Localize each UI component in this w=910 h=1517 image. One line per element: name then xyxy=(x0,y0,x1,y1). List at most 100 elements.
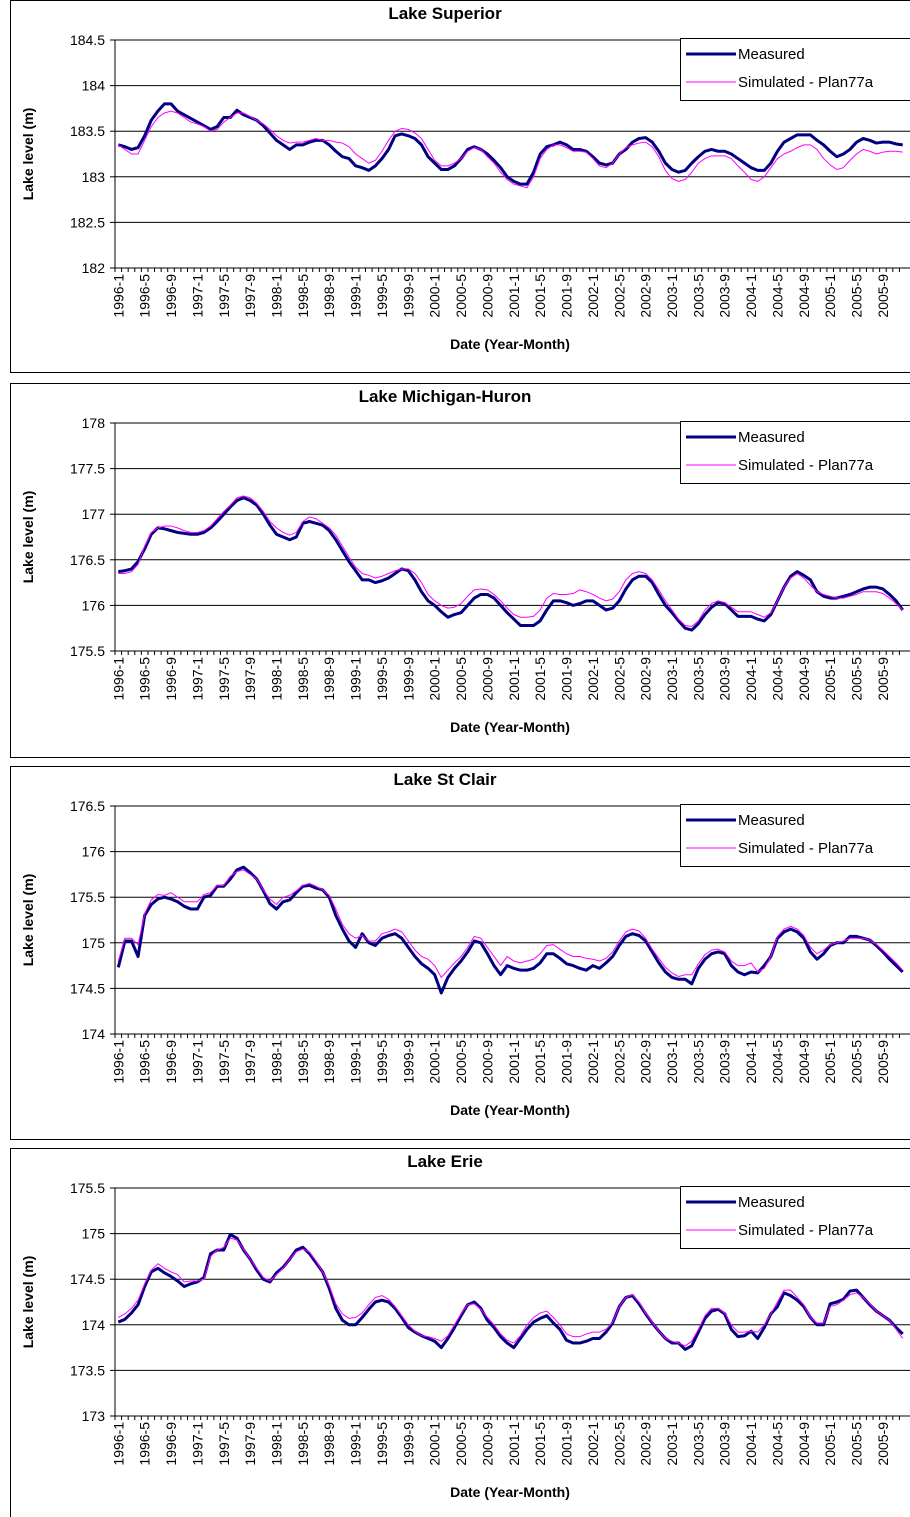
y-tick-label: 175 xyxy=(82,1226,106,1242)
y-axis-label: Lake level (m) xyxy=(20,491,36,584)
y-tick-label: 173.5 xyxy=(70,1362,105,1378)
y-tick-label: 175.5 xyxy=(70,643,105,659)
y-tick-label: 176 xyxy=(82,597,106,613)
x-tick-label: 2005-5 xyxy=(849,657,865,701)
y-axis-label: Lake level (m) xyxy=(20,874,36,967)
data-line xyxy=(118,496,904,632)
x-tick-label: 2002-1 xyxy=(585,657,601,701)
y-tick-label: 176.5 xyxy=(70,798,105,814)
data-line xyxy=(118,495,904,627)
x-tick-label: 2003-9 xyxy=(717,274,733,318)
x-tick-label: 2003-5 xyxy=(690,1422,706,1466)
chart-title: Lake Superior xyxy=(388,4,502,23)
x-tick-label: 1996-1 xyxy=(110,1040,126,1084)
x-tick-label: 2001-5 xyxy=(532,657,548,701)
y-tick-label: 175.5 xyxy=(70,889,105,905)
chart-panel: Lake Superior 182 182.5 183 183.5 184 184.5 199… xyxy=(10,0,910,373)
x-tick-label: 2002-9 xyxy=(638,274,654,318)
x-axis-label: Date (Year-Month) xyxy=(450,719,570,735)
x-tick-label: 1999-5 xyxy=(374,1040,390,1084)
x-tick-label: 2001-1 xyxy=(506,657,522,701)
x-tick-label: 1997-1 xyxy=(189,657,205,701)
x-tick-label: 2002-1 xyxy=(585,1040,601,1084)
x-tick-label: 1998-1 xyxy=(268,657,284,701)
x-tick-label: 1996-5 xyxy=(137,657,153,701)
data-line xyxy=(117,102,903,186)
x-tick-label: 2004-1 xyxy=(743,1040,759,1084)
data-line xyxy=(118,110,903,189)
x-tick-label: 2002-5 xyxy=(611,657,627,701)
x-tick-label: 2004-9 xyxy=(796,1422,812,1466)
x-tick-label: 2004-5 xyxy=(769,1040,785,1084)
y-tick-label: 176 xyxy=(82,844,106,860)
x-tick-label: 1998-1 xyxy=(268,274,284,318)
x-tick-label: 2003-1 xyxy=(664,1040,680,1084)
y-tick-label: 174.5 xyxy=(70,1271,105,1287)
x-tick-label: 2005-9 xyxy=(875,657,891,701)
legend-label: Measured xyxy=(738,46,805,63)
y-tick-label: 182 xyxy=(82,260,106,276)
x-tick-label: 1999-5 xyxy=(374,274,390,318)
x-tick-label: 2000-5 xyxy=(453,1040,469,1084)
x-tick-label: 2000-1 xyxy=(427,274,443,318)
chart-panel: Lake St Clair 174 174.5 175 175.5 176 176.5 199… xyxy=(10,766,910,1140)
x-tick-label: 1998-1 xyxy=(268,1422,284,1466)
x-tick-label: 2001-1 xyxy=(506,274,522,318)
x-tick-label: 1998-9 xyxy=(321,1040,337,1084)
x-tick-label: 2002-5 xyxy=(611,1040,627,1084)
x-tick-label: 1999-9 xyxy=(400,274,416,318)
x-tick-label: 2004-9 xyxy=(796,1040,812,1084)
x-tick-label: 2004-1 xyxy=(743,274,759,318)
y-tick-label: 182.5 xyxy=(70,214,105,230)
x-tick-label: 2005-5 xyxy=(849,1040,865,1084)
x-tick-label: 1996-5 xyxy=(137,1040,153,1084)
y-tick-label: 184.5 xyxy=(70,32,105,48)
chart-title: Lake St Clair xyxy=(394,770,497,789)
x-tick-label: 2005-1 xyxy=(822,1040,838,1084)
x-tick-label: 2002-1 xyxy=(585,274,601,318)
y-tick-label: 175 xyxy=(82,935,106,951)
x-tick-label: 2005-1 xyxy=(822,274,838,318)
x-tick-label: 1996-9 xyxy=(163,657,179,701)
legend-box xyxy=(680,38,910,101)
x-tick-label: 2002-9 xyxy=(638,657,654,701)
x-tick-label: 2003-5 xyxy=(690,1040,706,1084)
x-tick-label: 1999-9 xyxy=(400,1422,416,1466)
x-tick-label: 1997-9 xyxy=(242,1422,258,1466)
x-tick-label: 1997-1 xyxy=(189,1040,205,1084)
x-tick-label: 2001-9 xyxy=(559,657,575,701)
x-tick-label: 2000-1 xyxy=(427,1040,443,1084)
x-tick-label: 1997-5 xyxy=(216,657,232,701)
x-tick-label: 1999-9 xyxy=(400,1040,416,1084)
x-tick-label: 2001-5 xyxy=(532,1422,548,1466)
x-tick-label: 2004-5 xyxy=(769,274,785,318)
x-tick-label: 1999-5 xyxy=(374,1422,390,1466)
chart-panel: Lake Erie 173 173.5 174 174.5 175 175.5 1996-1 1… xyxy=(10,1148,910,1517)
x-tick-label: 1999-1 xyxy=(348,274,364,318)
legend-box xyxy=(680,421,910,484)
x-tick-label: 2005-5 xyxy=(849,1422,865,1466)
x-tick-label: 1997-5 xyxy=(216,274,232,318)
x-tick-label: 2004-5 xyxy=(769,657,785,701)
x-tick-label: 1999-5 xyxy=(374,657,390,701)
y-tick-label: 174 xyxy=(82,1317,106,1333)
chart-title: Lake Michigan-Huron xyxy=(359,387,532,406)
x-tick-label: 2003-9 xyxy=(717,1040,733,1084)
x-tick-label: 2000-5 xyxy=(453,657,469,701)
x-tick-label: 1999-1 xyxy=(348,1422,364,1466)
legend-label: Simulated - Plan77a xyxy=(738,74,874,91)
x-tick-label: 1996-1 xyxy=(110,274,126,318)
x-tick-label: 2002-5 xyxy=(611,274,627,318)
x-tick-label: 1998-5 xyxy=(295,657,311,701)
x-tick-label: 2003-1 xyxy=(664,274,680,318)
x-tick-label: 2005-1 xyxy=(822,1422,838,1466)
x-tick-label: 2005-1 xyxy=(822,657,838,701)
x-tick-label: 2004-5 xyxy=(769,1422,785,1466)
x-tick-label: 1998-5 xyxy=(295,1422,311,1466)
x-tick-label: 1998-1 xyxy=(268,1040,284,1084)
x-tick-label: 1997-1 xyxy=(189,1422,205,1466)
x-axis-label: Date (Year-Month) xyxy=(450,1484,570,1500)
x-tick-label: 2004-9 xyxy=(796,274,812,318)
x-tick-label: 2004-9 xyxy=(796,657,812,701)
